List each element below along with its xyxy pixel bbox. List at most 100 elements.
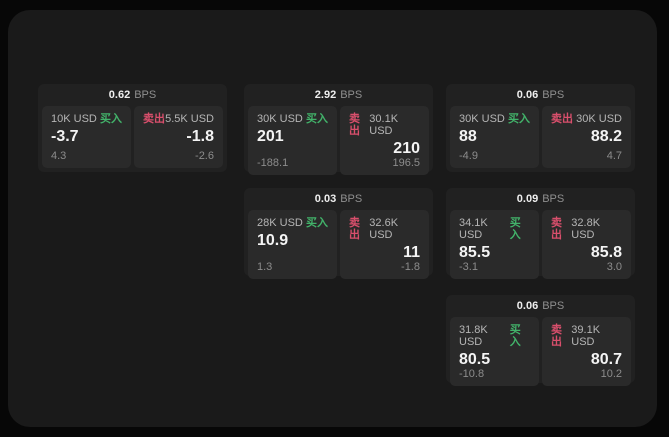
buy-tile-header: 28K USD 买入 — [257, 217, 328, 229]
sell-delta: -2.6 — [195, 150, 214, 162]
sell-label: 卖出 — [551, 324, 562, 348]
quote-card: 0.06 BPS 31.8K USD 买入 80.5 -10.8 卖出 39.1… — [446, 295, 635, 386]
buy-price: 80.5 — [459, 351, 491, 368]
sell-amount: 32.6K USD — [369, 217, 399, 241]
buy-price: 10.9 — [257, 232, 289, 249]
sell-amount: 30K USD — [576, 113, 622, 125]
sell-tile-header: 卖出 32.6K USD — [349, 217, 420, 241]
quote-card-body: 30K USD 买入 201 -188.1 卖出 30.1K USD 210 1… — [244, 106, 433, 179]
buy-amount: 31.8K USD — [459, 324, 488, 348]
sell-price: 85.8 — [590, 244, 622, 261]
sell-quote-tile[interactable]: 卖出 30K USD 88.2 4.7 — [542, 106, 631, 168]
sell-label: 卖出 — [551, 217, 562, 241]
bps-value: 0.09 — [516, 193, 539, 205]
buy-tile-header: 30K USD 买入 — [257, 113, 328, 125]
sell-quote-tile[interactable]: 卖出 39.1K USD 80.7 10.2 — [542, 317, 631, 386]
quote-card-body: 10K USD 买入 -3.7 4.3 卖出 5.5K USD -1.8 -2.… — [38, 106, 227, 172]
buy-price: 85.5 — [459, 244, 491, 261]
quote-card: 0.09 BPS 34.1K USD 买入 85.5 -3.1 卖出 32.8K… — [446, 188, 635, 279]
sell-label: 卖出 — [143, 113, 165, 125]
buy-delta: -4.9 — [459, 150, 478, 162]
bps-unit-label: BPS — [542, 300, 565, 312]
sell-quote-tile[interactable]: 卖出 30.1K USD 210 196.5 — [340, 106, 429, 175]
quote-card-body: 31.8K USD 买入 80.5 -10.8 卖出 39.1K USD 80.… — [446, 317, 635, 390]
buy-price: 201 — [257, 128, 284, 145]
sell-delta: 10.2 — [600, 368, 622, 380]
bps-unit-label: BPS — [134, 89, 157, 101]
buy-delta: -10.8 — [459, 368, 485, 380]
bps-value: 2.92 — [314, 89, 337, 101]
sell-label: 卖出 — [551, 113, 573, 125]
bps-header: 0.06 BPS — [446, 84, 635, 106]
bps-value: 0.06 — [516, 89, 539, 101]
sell-amount: 5.5K USD — [165, 113, 214, 125]
sell-amount: 39.1K USD — [571, 324, 601, 348]
sell-price: -1.8 — [186, 128, 214, 145]
bps-value: 0.03 — [314, 193, 337, 205]
quote-card-body: 28K USD 买入 10.9 1.3 卖出 32.6K USD 11 -1.8 — [244, 210, 433, 283]
buy-label: 买入 — [100, 113, 122, 125]
buy-price: 88 — [459, 128, 477, 145]
quote-card: 0.62 BPS 10K USD 买入 -3.7 4.3 卖出 5.5K USD… — [38, 84, 227, 172]
buy-quote-tile[interactable]: 10K USD 买入 -3.7 4.3 — [42, 106, 131, 168]
bps-unit-label: BPS — [340, 89, 363, 101]
buy-quote-tile[interactable]: 34.1K USD 买入 85.5 -3.1 — [450, 210, 539, 279]
sell-tile-header: 卖出 32.8K USD — [551, 217, 622, 241]
quote-card: 0.06 BPS 30K USD 买入 88 -4.9 卖出 30K USD 8… — [446, 84, 635, 172]
sell-label: 卖出 — [349, 113, 360, 137]
sell-delta: 3.0 — [606, 261, 622, 273]
sell-quote-tile[interactable]: 卖出 32.8K USD 85.8 3.0 — [542, 210, 631, 279]
buy-amount: 30K USD — [257, 113, 303, 125]
buy-quote-tile[interactable]: 31.8K USD 买入 80.5 -10.8 — [450, 317, 539, 386]
quote-card: 2.92 BPS 30K USD 买入 201 -188.1 卖出 30.1K … — [244, 84, 433, 175]
bps-value: 0.06 — [516, 300, 539, 312]
quote-card-body: 30K USD 买入 88 -4.9 卖出 30K USD 88.2 4.7 — [446, 106, 635, 172]
buy-amount: 10K USD — [51, 113, 97, 125]
buy-label: 买入 — [306, 217, 328, 229]
sell-delta: -1.8 — [401, 261, 420, 273]
bps-header: 2.92 BPS — [244, 84, 433, 106]
bps-value: 0.62 — [108, 89, 131, 101]
sell-price: 88.2 — [590, 128, 622, 145]
bps-unit-label: BPS — [340, 193, 363, 205]
bps-unit-label: BPS — [542, 89, 565, 101]
sell-delta: 196.5 — [392, 157, 420, 169]
buy-delta: -3.1 — [459, 261, 478, 273]
buy-tile-header: 10K USD 买入 — [51, 113, 122, 125]
buy-delta: 4.3 — [51, 150, 67, 162]
sell-delta: 4.7 — [606, 150, 622, 162]
buy-quote-tile[interactable]: 28K USD 买入 10.9 1.3 — [248, 210, 337, 279]
buy-delta: 1.3 — [257, 261, 273, 273]
buy-tile-header: 31.8K USD 买入 — [459, 324, 530, 348]
sell-amount: 32.8K USD — [571, 217, 601, 241]
sell-amount: 30.1K USD — [369, 113, 399, 137]
sell-price: 11 — [403, 244, 420, 261]
sell-tile-header: 卖出 30.1K USD — [349, 113, 420, 137]
buy-tile-header: 30K USD 买入 — [459, 113, 530, 125]
bps-header: 0.09 BPS — [446, 188, 635, 210]
buy-quote-tile[interactable]: 30K USD 买入 88 -4.9 — [450, 106, 539, 168]
buy-quote-tile[interactable]: 30K USD 买入 201 -188.1 — [248, 106, 337, 175]
quote-card: 0.03 BPS 28K USD 买入 10.9 1.3 卖出 32.6K US… — [244, 188, 433, 279]
sell-label: 卖出 — [349, 217, 360, 241]
buy-tile-header: 34.1K USD 买入 — [459, 217, 530, 241]
bps-header: 0.06 BPS — [446, 295, 635, 317]
buy-price: -3.7 — [51, 128, 79, 145]
buy-amount: 34.1K USD — [459, 217, 488, 241]
buy-label: 买入 — [306, 113, 328, 125]
bps-header: 0.03 BPS — [244, 188, 433, 210]
quote-card-body: 34.1K USD 买入 85.5 -3.1 卖出 32.8K USD 85.8… — [446, 210, 635, 283]
buy-delta: -188.1 — [257, 157, 289, 169]
sell-price: 210 — [393, 140, 420, 157]
buy-amount: 30K USD — [459, 113, 505, 125]
buy-amount: 28K USD — [257, 217, 303, 229]
sell-quote-tile[interactable]: 卖出 5.5K USD -1.8 -2.6 — [134, 106, 223, 168]
sell-quote-tile[interactable]: 卖出 32.6K USD 11 -1.8 — [340, 210, 429, 279]
bps-unit-label: BPS — [542, 193, 565, 205]
buy-label: 买入 — [508, 113, 530, 125]
buy-label: 买入 — [509, 324, 521, 348]
buy-label: 买入 — [509, 217, 521, 241]
sell-price: 80.7 — [590, 351, 622, 368]
bps-header: 0.62 BPS — [38, 84, 227, 106]
